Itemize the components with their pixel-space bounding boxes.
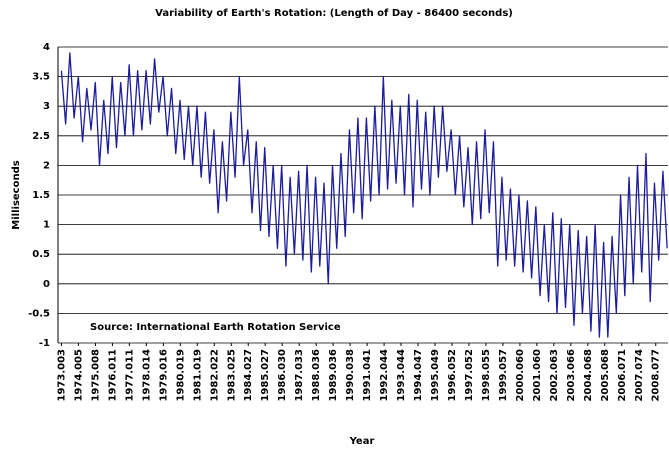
y-tick-label: 0 [43,279,50,290]
x-tick-label: 1988.036 [311,349,322,402]
x-tick-label: 1998.055 [481,349,492,402]
x-tick-label: 1985.027 [260,349,271,402]
x-tick-label: 2004.068 [583,349,594,402]
y-tick-label: 1 [43,220,50,231]
chart-title: Variability of Earth's Rotation: (Length… [155,8,513,19]
y-tick-label: 1.5 [32,190,50,201]
x-tick-label: 1974.005 [73,349,84,402]
x-tick-label: 2001.060 [532,349,543,402]
y-tick-label: 2 [43,160,50,171]
x-tick-label: 1973.003 [56,349,67,402]
x-tick-label: 1983.025 [226,349,237,402]
y-tick-label: 4 [43,42,50,53]
x-tick-label: 2002.063 [549,349,560,402]
x-tick-label: 2006.071 [617,349,628,402]
x-tick-label: 1976.011 [107,349,118,402]
x-tick-label: 1982.022 [209,349,220,402]
x-tick-label: 1979.016 [158,349,169,402]
y-tick-label: 2.5 [32,131,50,142]
x-tick-label: 1997.052 [464,349,475,402]
x-axis-label: Year [349,436,375,447]
x-tick-label: 1980.019 [175,349,186,402]
x-tick-label: 1993.044 [396,349,407,402]
x-tick-label: 2003.066 [566,349,577,402]
x-tick-label: 1984.027 [243,349,254,402]
x-tick-label: 1999.057 [498,349,509,402]
x-tick-label: 2007.074 [634,349,645,402]
x-tick-label: 1989.036 [328,349,339,402]
x-tick-label: 1995.049 [430,349,441,402]
y-tick-label: 3 [43,101,50,112]
y-axis-label: Milliseconds [11,160,22,229]
x-tick-label: 1987.033 [294,349,305,402]
x-tick-label: 1994.047 [413,349,424,402]
x-tick-label: 1996.052 [447,349,458,402]
y-tick-label: 0.5 [32,249,50,260]
data-line [60,52,668,338]
x-tick-label: 1992.044 [379,349,390,402]
annotation: Source: International Earth Rotation Ser… [90,322,341,333]
y-tick-label: -0.5 [28,308,50,319]
x-tick-label: 1978.014 [141,349,152,402]
x-tick-label: 1986.030 [277,349,288,402]
x-tick-label: 1975.008 [90,349,101,402]
x-tick-label: 1977.011 [124,349,135,402]
x-tick-label: 1990.038 [345,349,356,402]
x-tick-label: 1991.041 [362,349,373,402]
x-tick-label: 2005.068 [600,349,611,402]
y-tick-label: 3.5 [32,72,50,83]
x-tick-label: 1981.019 [192,349,203,402]
y-tick-label: -1 [39,338,50,349]
x-tick-label: 2008.077 [651,349,662,402]
x-tick-label: 2000.060 [515,349,526,402]
